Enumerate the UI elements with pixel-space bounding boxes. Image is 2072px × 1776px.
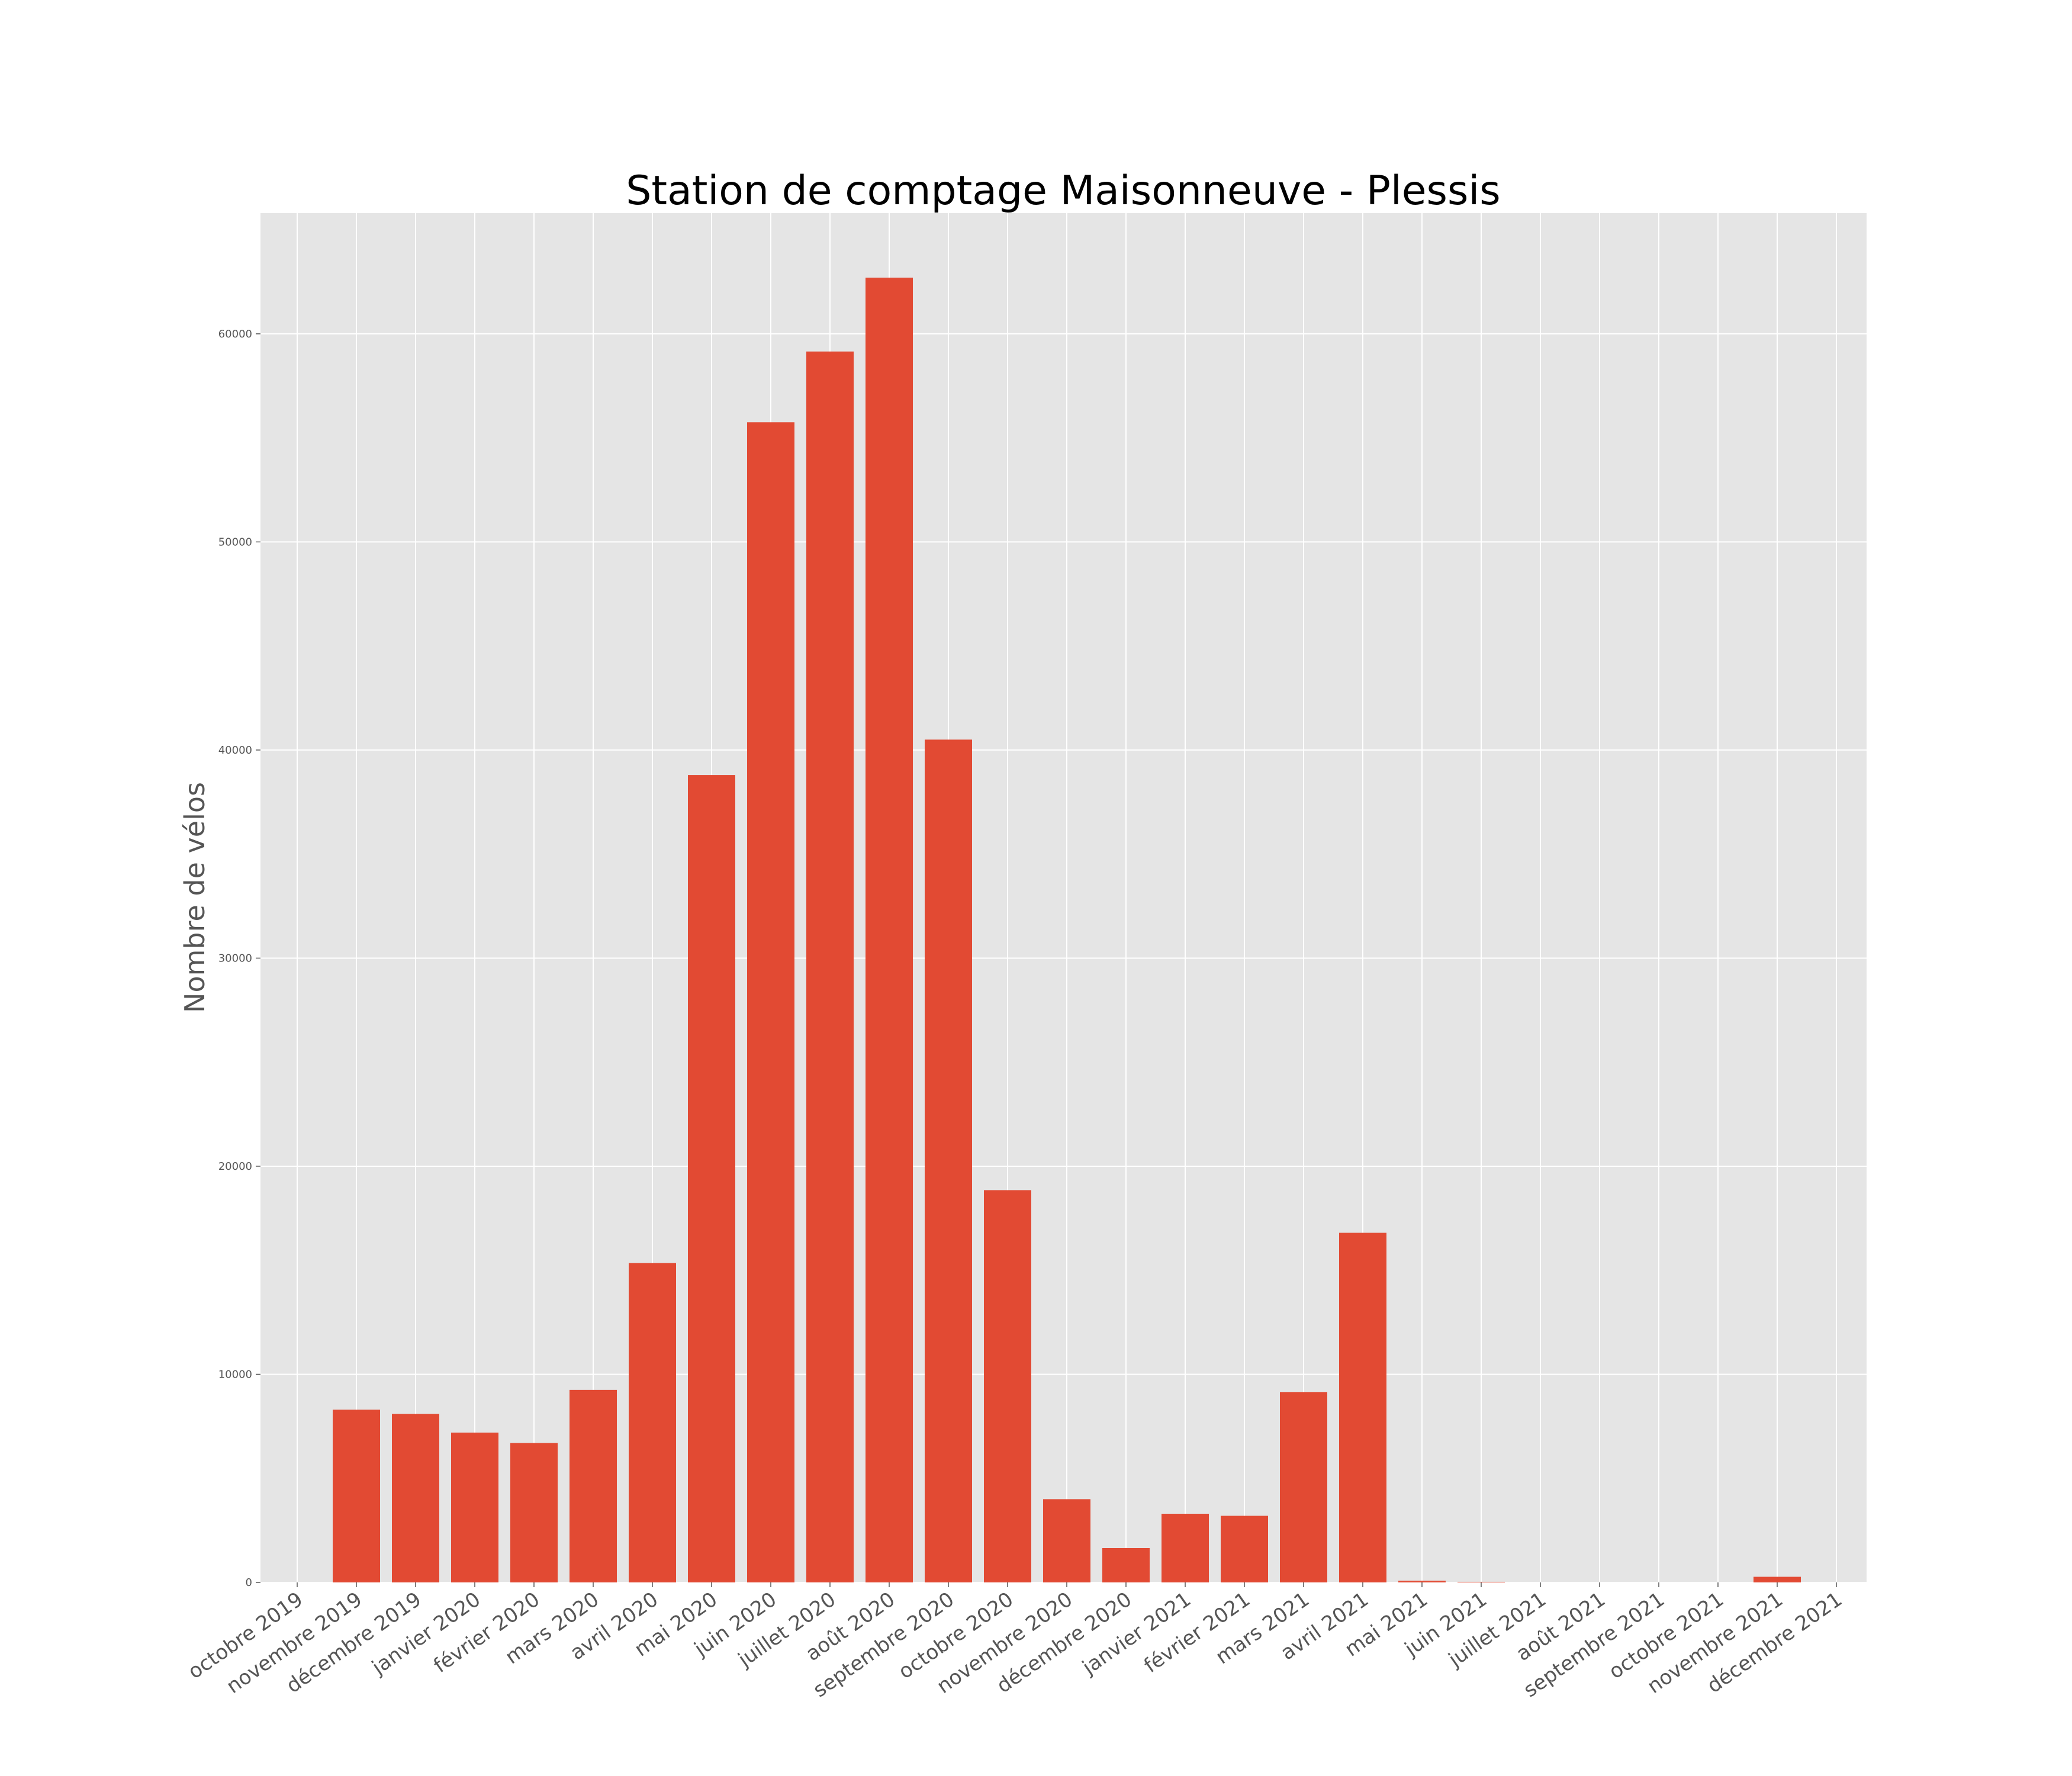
bar-décembre-2020 [1102,1547,1150,1582]
bar-mars-2020 [570,1389,617,1582]
bar-mai-2021 [1398,1581,1446,1582]
bar-janvier-2021 [1162,1513,1209,1582]
bar-septembre-2020 [925,739,972,1582]
y-tick-label: 40000 [218,744,252,757]
bars [333,277,1801,1582]
bar-février-2020 [510,1443,558,1582]
y-axis-ticks: 0 10000 20000 30000 40000 50000 60000 [218,328,260,1589]
bar-juillet-2020 [806,351,854,1582]
bar-novembre-2019 [333,1410,380,1582]
y-tick-label: 10000 [218,1368,252,1381]
bar-février-2021 [1221,1516,1268,1582]
bar-mai-2020 [688,775,735,1582]
bar-novembre-2020 [1043,1499,1090,1582]
plot-area [260,213,1867,1582]
bar-avril-2021 [1339,1233,1386,1582]
bar-mars-2021 [1280,1392,1327,1582]
chart-title: Station de comptage Maisonneuve - Plessi… [626,168,1500,214]
y-tick-label: 60000 [218,328,252,340]
bar-avril-2020 [629,1263,676,1582]
bar-août-2020 [866,277,913,1582]
bar-décembre-2019 [392,1414,439,1582]
y-tick-label: 20000 [218,1160,252,1173]
y-axis-label: Nombre de vélos [179,782,211,1013]
bar-juin-2020 [747,422,794,1582]
bar-octobre-2020 [984,1190,1031,1582]
bar-janvier-2020 [451,1432,498,1582]
y-tick-label: 30000 [218,952,252,964]
y-gridlines [260,333,1867,1583]
y-tick-label: 50000 [218,536,252,548]
y-tick-label: 0 [246,1576,252,1589]
bar-novembre-2021 [1754,1576,1801,1582]
